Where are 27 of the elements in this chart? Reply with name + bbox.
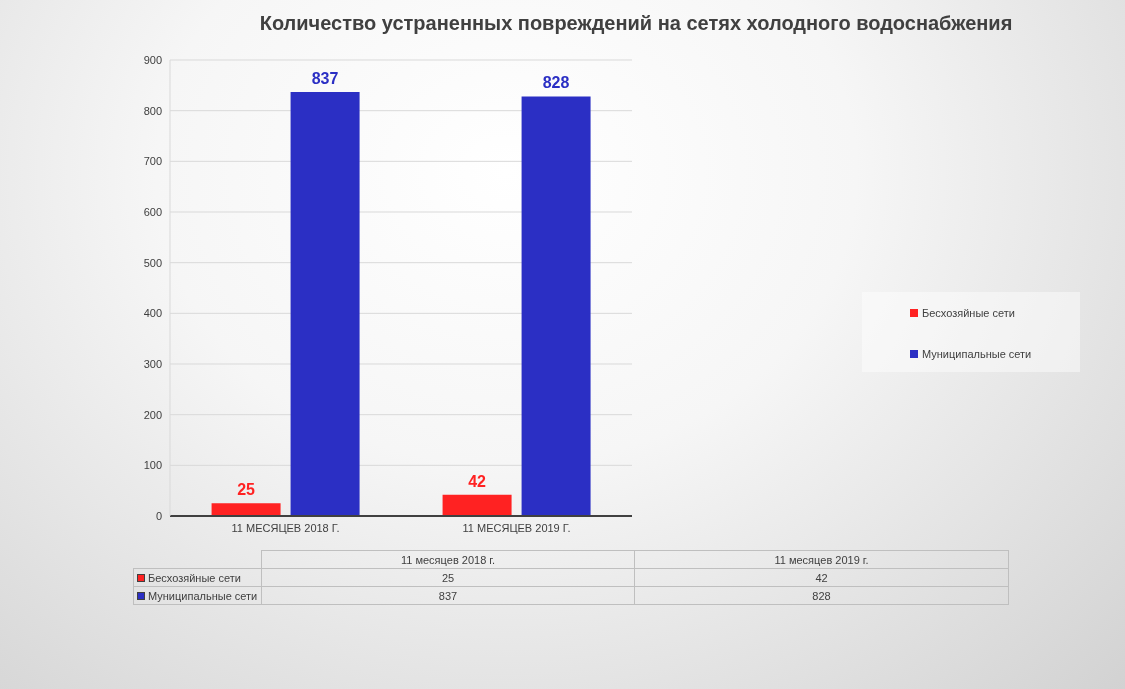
text: 25 — [261, 568, 635, 587]
text: 11 месяцев 2019 г. — [634, 550, 1009, 569]
y-tick-label: 300 — [143, 357, 162, 370]
y-tick-label: 100 — [143, 459, 162, 472]
y-tick-label: 500 — [143, 256, 162, 269]
text: Бесхозяйные сети — [922, 307, 1015, 319]
y-tick-label: 800 — [143, 104, 162, 117]
chart-title: Количество устраненных повреждений на сетях холодного водоснабжения — [258, 12, 1014, 35]
legend-label: Муниципальные сети — [922, 348, 1032, 360]
x-tick-label: 11 МЕСЯЦЕВ 2018 Г. — [231, 521, 340, 534]
text: Муниципальные сети — [148, 590, 258, 603]
data-label: 25 — [237, 481, 256, 499]
y-tick-label: 200 — [143, 408, 162, 421]
data-label: 837 — [311, 69, 339, 87]
text: 42 — [634, 568, 1009, 587]
text: 828 — [634, 586, 1009, 605]
data-label: 42 — [468, 472, 487, 490]
y-tick-label: 400 — [143, 307, 162, 320]
y-tick-label: 0 — [155, 509, 162, 522]
text: 11 месяцев 2018 г. — [261, 550, 635, 569]
x-tick-label: 11 МЕСЯЦЕВ 2019 Г. — [462, 521, 571, 534]
legend-label: Бесхозяйные сети — [148, 572, 241, 585]
y-tick-label: 600 — [143, 205, 162, 218]
y-tick-label: 900 — [143, 53, 162, 66]
data-label: 828 — [542, 74, 570, 92]
y-tick-label: 700 — [143, 155, 162, 168]
text: 837 — [261, 586, 635, 605]
